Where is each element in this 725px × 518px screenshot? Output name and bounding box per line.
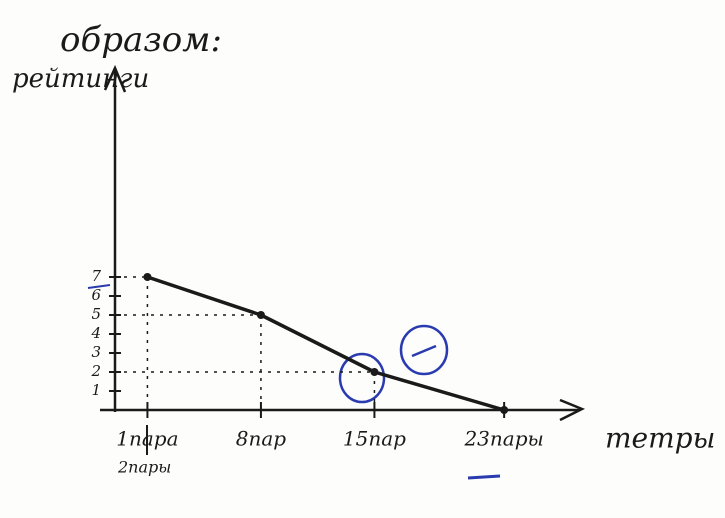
x-tick-label: 23пары bbox=[463, 427, 543, 451]
y-tick-label: 1 bbox=[91, 381, 101, 399]
data-point bbox=[500, 406, 508, 414]
y-tick-label: 6 bbox=[91, 286, 101, 304]
y-tick-label: 3 bbox=[91, 343, 101, 361]
data-point bbox=[143, 273, 151, 281]
y-tick-label: 7 bbox=[91, 267, 101, 285]
chart-title: образом: bbox=[60, 20, 222, 60]
y-axis-label: рейтинги bbox=[12, 64, 149, 94]
page: образом: рейтинги тетры 2пары 1234567 1па… bbox=[0, 0, 725, 518]
chart: образом: рейтинги тетры 2пары 1234567 1па… bbox=[0, 0, 725, 518]
blue-dash bbox=[468, 476, 500, 478]
x-axis-label: тетры bbox=[605, 422, 715, 455]
data-point bbox=[257, 311, 265, 319]
annotation: 2пары bbox=[117, 458, 171, 477]
y-tick-label: 5 bbox=[91, 305, 101, 323]
y-tick-label: 2 bbox=[90, 362, 101, 380]
x-tick-label: 8пар bbox=[236, 427, 287, 451]
y-tick-label: 4 bbox=[90, 324, 101, 342]
x-tick-label: 15пар bbox=[343, 427, 406, 451]
data-point bbox=[370, 368, 378, 376]
x-tick-label: 1пара bbox=[116, 427, 178, 451]
